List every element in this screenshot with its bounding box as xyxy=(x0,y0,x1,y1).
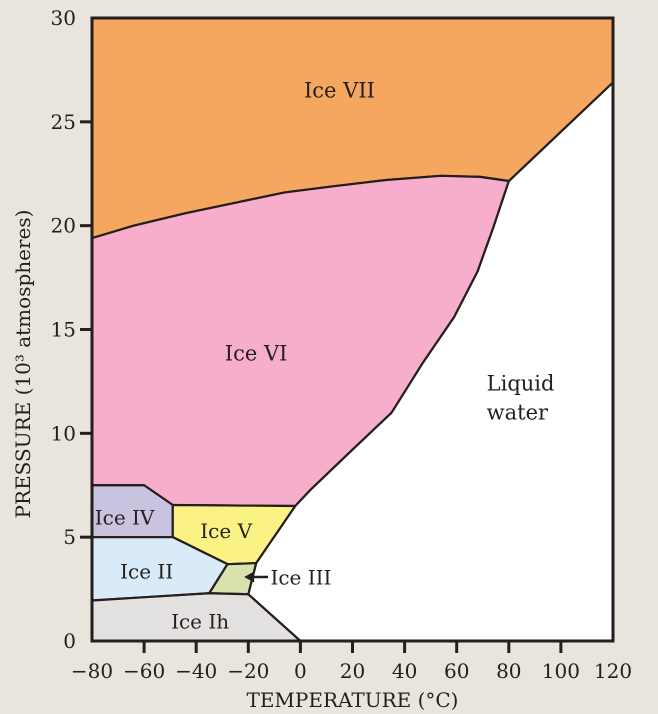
x-tick-label: −40 xyxy=(175,659,217,683)
region-label-liquid-line2: water xyxy=(487,401,549,425)
y-tick-label: 20 xyxy=(51,214,76,238)
region-label-ice-v: Ice V xyxy=(200,519,252,543)
y-tick-label: 25 xyxy=(51,110,76,134)
x-tick-label: −60 xyxy=(123,659,165,683)
plot-border xyxy=(90,16,615,643)
ice-iii-arrowhead-icon xyxy=(244,571,255,583)
y-tick-label: 5 xyxy=(63,525,76,549)
x-tick-label: −20 xyxy=(227,659,269,683)
region-label-ice-iii: Ice III xyxy=(270,566,331,590)
region-label-ice-vii: Ice VII xyxy=(304,79,375,103)
x-tick-label: 40 xyxy=(392,659,417,683)
x-tick-label: 100 xyxy=(542,659,580,683)
x-tick-label: −80 xyxy=(71,659,113,683)
x-tick-label: 20 xyxy=(340,659,365,683)
region-label-ice-ih: Ice Ih xyxy=(171,609,229,633)
region-label-liquid-line1: Liquid xyxy=(487,371,555,395)
region-label-ice-iv: Ice IV xyxy=(95,505,155,529)
x-axis-title: TEMPERATURE (°C) xyxy=(246,688,458,712)
y-tick-label: 30 xyxy=(51,6,76,30)
x-tick-label: 60 xyxy=(444,659,469,683)
x-tick-label: 120 xyxy=(594,659,632,683)
y-tick-label: 15 xyxy=(51,318,76,342)
y-axis-title: PRESSURE (10³ atmospheres) xyxy=(11,210,35,519)
x-tick-label: 80 xyxy=(496,659,521,683)
region-label-ice-vi: Ice VI xyxy=(225,341,288,365)
y-tick-label: 10 xyxy=(51,421,76,445)
region-label-ice-ii: Ice II xyxy=(120,559,173,583)
y-tick-label: 0 xyxy=(63,629,76,653)
x-tick-label: 0 xyxy=(294,659,307,683)
